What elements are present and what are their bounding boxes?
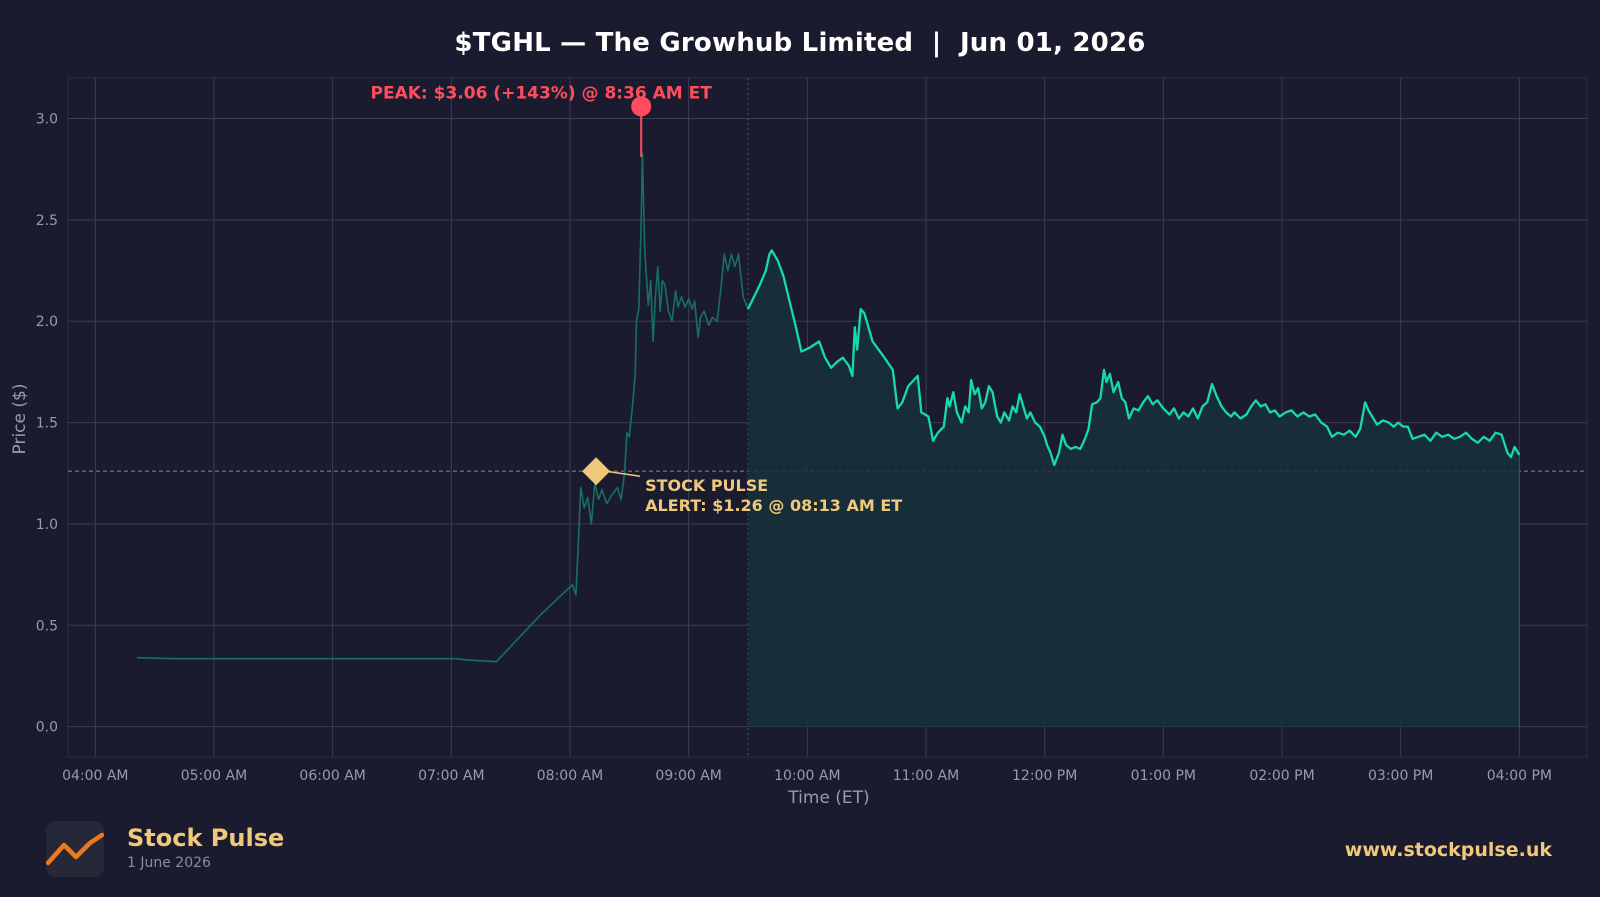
plot-frame [67, 77, 1588, 758]
x-tick-label: 12:00 PM [1012, 768, 1077, 784]
y-tick-label: 0.5 [36, 618, 58, 634]
x-tick-label: 05:00 AM [181, 768, 247, 784]
x-tick-label: 04:00 PM [1487, 768, 1552, 784]
chart-title: $TGHL — The Growhub Limited | Jun 01, 20… [454, 28, 1146, 58]
y-tick-label: 3.0 [36, 112, 58, 128]
annotations: PEAK: $3.06 (+143%) @ 8:36 AM ET STOCK PU… [371, 83, 903, 515]
x-axis-label: Time (ET) [787, 788, 869, 808]
x-tick-label: 08:00 AM [537, 768, 603, 784]
tick-labels: 04:00 AM 05:00 AM 06:00 AM 07:00 AM 08:00 AM… [36, 112, 1552, 784]
y-axis-label: Price ($) [10, 384, 30, 455]
x-tick-label: 01:00 PM [1131, 768, 1196, 784]
peak-marker [631, 96, 652, 117]
x-tick-label: 09:00 AM [655, 768, 721, 784]
y-tick-label: 1.5 [36, 416, 58, 432]
regular-session-price-line [746, 249, 1521, 467]
peak-label: PEAK: $3.06 (+143%) @ 8:36 AM ET [371, 83, 713, 103]
area-fill-layer [747, 250, 1520, 727]
x-tick-label: 07:00 AM [418, 768, 484, 784]
y-tick-label: 0.0 [36, 720, 58, 736]
rising-zigzag-chart-icon [46, 832, 104, 866]
alert-pointer [605, 470, 641, 477]
alert-label-line1: STOCK PULSE [645, 476, 768, 495]
website-link[interactable]: www.stockpulse.uk [1344, 839, 1552, 861]
brand-date: 1 June 2026 [127, 855, 211, 871]
x-tick-label: 10:00 AM [774, 768, 840, 784]
x-tick-label: 02:00 PM [1249, 768, 1314, 784]
x-tick-label: 06:00 AM [299, 768, 365, 784]
alert-marker [582, 457, 611, 486]
y-tick-label: 2.5 [36, 213, 58, 229]
premarket-price-line [136, 152, 749, 663]
y-tick-label: 2.0 [36, 314, 58, 330]
brand-logo [46, 821, 104, 877]
y-tick-label: 1.0 [36, 517, 58, 533]
x-tick-label: 04:00 AM [62, 768, 128, 784]
series-lines [136, 152, 1521, 663]
alert-label-line2: ALERT: $1.26 @ 08:13 AM ET [645, 496, 902, 515]
regular-session-area [747, 250, 1520, 727]
x-tick-label: 11:00 AM [893, 768, 959, 784]
x-tick-label: 03:00 PM [1368, 768, 1433, 784]
brand-name: Stock Pulse [127, 824, 285, 852]
